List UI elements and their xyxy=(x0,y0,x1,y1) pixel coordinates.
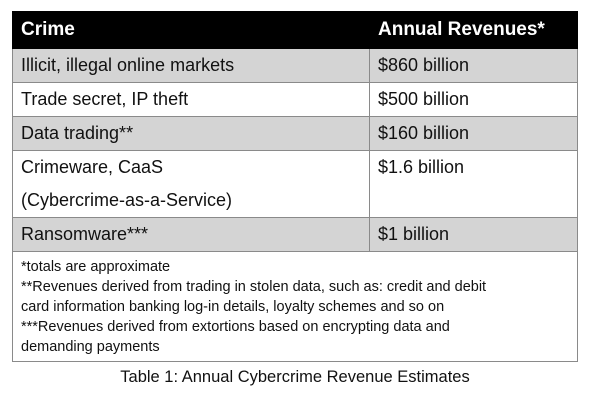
crime-label: Trade secret, IP theft xyxy=(21,89,189,109)
footnote-line: **Revenues derived from trading in stole… xyxy=(21,279,487,295)
revenue-cell: $1.6 billion xyxy=(369,150,578,218)
revenue-cell: $160 billion xyxy=(369,116,578,151)
table-row: Illicit, illegal online markets $860 bil… xyxy=(12,48,578,83)
footnote-line: ***Revenues derived from extortions base… xyxy=(21,319,450,335)
table-row: Data trading** $160 billion xyxy=(12,116,578,151)
footnotes-cell: *totals are approximate **Revenues deriv… xyxy=(12,251,578,362)
footnote-line: *totals are approximate xyxy=(21,259,171,275)
table-row: Crimeware, CaaS (Cybercrime-as-a-Service… xyxy=(12,150,578,218)
crime-label: Crimeware, CaaS xyxy=(21,157,164,177)
crime-label: Ransomware*** xyxy=(21,224,149,244)
revenue-table-container: Crime Annual Revenues* Illicit, illegal … xyxy=(12,11,578,362)
table-row: Ransomware*** $1 billion xyxy=(12,217,578,252)
table-header-row: Crime Annual Revenues* xyxy=(12,11,578,49)
header-annual-revenues: Annual Revenues* xyxy=(369,11,578,49)
header-crime: Crime xyxy=(12,11,370,49)
crime-cell: Trade secret, IP theft xyxy=(12,82,370,117)
crime-label: Illicit, illegal online markets xyxy=(21,55,235,75)
table-caption: Table 1: Annual Cybercrime Revenue Estim… xyxy=(120,368,470,386)
crime-cell: Data trading** xyxy=(12,116,370,151)
cybercrime-revenue-table: Crime Annual Revenues* Illicit, illegal … xyxy=(12,11,578,362)
footnote-line: card information banking log-in details,… xyxy=(21,299,445,315)
revenue-cell: $860 billion xyxy=(369,48,578,83)
crime-label: Data trading** xyxy=(21,123,134,143)
revenue-cell: $500 billion xyxy=(369,82,578,117)
crime-label-continued: (Cybercrime-as-a-Service) xyxy=(21,190,233,210)
table-row: Trade secret, IP theft $500 billion xyxy=(12,82,578,117)
crime-cell: Illicit, illegal online markets xyxy=(12,48,370,83)
footnotes-row: *totals are approximate **Revenues deriv… xyxy=(12,251,578,362)
crime-cell: Ransomware*** xyxy=(12,217,370,252)
revenue-cell: $1 billion xyxy=(369,217,578,252)
crime-cell: Crimeware, CaaS (Cybercrime-as-a-Service… xyxy=(12,150,370,218)
footnote-line: demanding payments xyxy=(21,339,160,355)
